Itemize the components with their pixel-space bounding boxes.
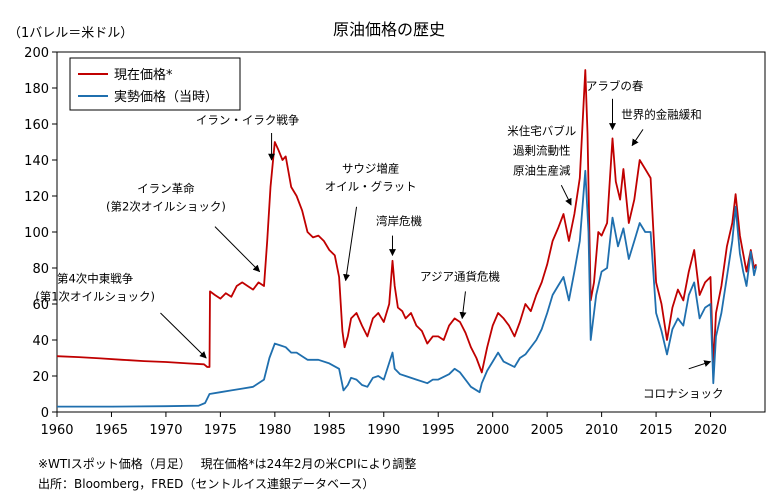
annotation-label-8: 世界的金融緩和 bbox=[621, 108, 702, 122]
legend-label-1: 実勢価格（当時） bbox=[114, 89, 218, 105]
annotation-label-4: 湾岸危機 bbox=[376, 214, 422, 228]
annotation-label-9: コロナショック bbox=[643, 387, 724, 401]
annotation-label-1: イラン革命 bbox=[137, 181, 195, 195]
series-line-0 bbox=[56, 69, 758, 374]
y-tick-label: 120 bbox=[24, 190, 49, 205]
annotation-arrow-3 bbox=[343, 206, 358, 282]
annotation-label-1: (第2次オイルショック) bbox=[106, 199, 226, 213]
y-tick-label: 200 bbox=[24, 46, 49, 61]
y-tick-label: 20 bbox=[32, 370, 49, 385]
x-tick-label: 1960 bbox=[40, 423, 73, 438]
annotation-arrow-5 bbox=[459, 291, 467, 320]
series-line-1 bbox=[57, 169, 758, 408]
y-tick-label: 0 bbox=[41, 406, 49, 421]
annotation-label-6: 原油生産減 bbox=[513, 163, 571, 177]
footnote-source: 出所：Bloomberg，FRED（セントルイス連銀データベース） bbox=[38, 477, 375, 491]
annotation-label-0: 第4次中東戦争 bbox=[57, 271, 134, 285]
annotation-label-6: 米住宅バブル bbox=[507, 124, 576, 138]
x-tick-label: 2010 bbox=[585, 423, 618, 438]
annotation-label-0: (第1次オイルショック) bbox=[35, 289, 155, 303]
x-tick-label: 2005 bbox=[531, 423, 564, 438]
footnote-note: ※WTIスポット価格（月足） 現在価格*は24年2月の米CPIにより調整 bbox=[38, 457, 417, 471]
annotation-arrow-9 bbox=[688, 360, 712, 370]
y-tick-label: 140 bbox=[24, 154, 49, 169]
x-tick-label: 1980 bbox=[258, 423, 291, 438]
annotation-label-7: アラブの春 bbox=[586, 79, 644, 93]
x-tick-label: 1990 bbox=[367, 423, 400, 438]
annotation-arrow-1 bbox=[214, 226, 261, 273]
x-tick-label: 2015 bbox=[640, 423, 673, 438]
annotation-label-6: 過剰流動性 bbox=[513, 144, 571, 158]
x-tick-label: 2020 bbox=[694, 423, 727, 438]
x-tick-label: 1970 bbox=[149, 423, 182, 438]
x-tick-label: 1985 bbox=[313, 423, 346, 438]
annotation-label-3: サウジ増産 bbox=[342, 162, 400, 176]
chart-title: 原油価格の歴史 bbox=[332, 20, 445, 39]
annotation-arrow-6 bbox=[560, 184, 572, 206]
legend-label-0: 現在価格* bbox=[114, 67, 173, 83]
y-tick-label: 80 bbox=[32, 262, 49, 277]
y-tick-label: 180 bbox=[24, 82, 49, 97]
y-tick-label: 100 bbox=[24, 226, 49, 241]
y-axis-unit-label: （1バレル＝米ドル） bbox=[8, 26, 134, 41]
x-tick-label: 2000 bbox=[476, 423, 509, 438]
annotation-label-3: オイル・グラット bbox=[325, 180, 417, 194]
y-tick-label: 40 bbox=[32, 334, 49, 349]
legend-box bbox=[69, 57, 241, 111]
x-tick-label: 1995 bbox=[422, 423, 455, 438]
x-tick-label: 1965 bbox=[95, 423, 128, 438]
annotation-label-2: イラン・イラク戦争 bbox=[196, 113, 300, 127]
annotation-label-5: アジア通貨危機 bbox=[420, 270, 501, 284]
annotation-arrow-0 bbox=[160, 312, 207, 359]
annotation-arrow-8 bbox=[631, 129, 644, 147]
y-tick-label: 60 bbox=[32, 298, 49, 313]
y-tick-label: 160 bbox=[24, 118, 49, 133]
x-tick-label: 1975 bbox=[204, 423, 237, 438]
